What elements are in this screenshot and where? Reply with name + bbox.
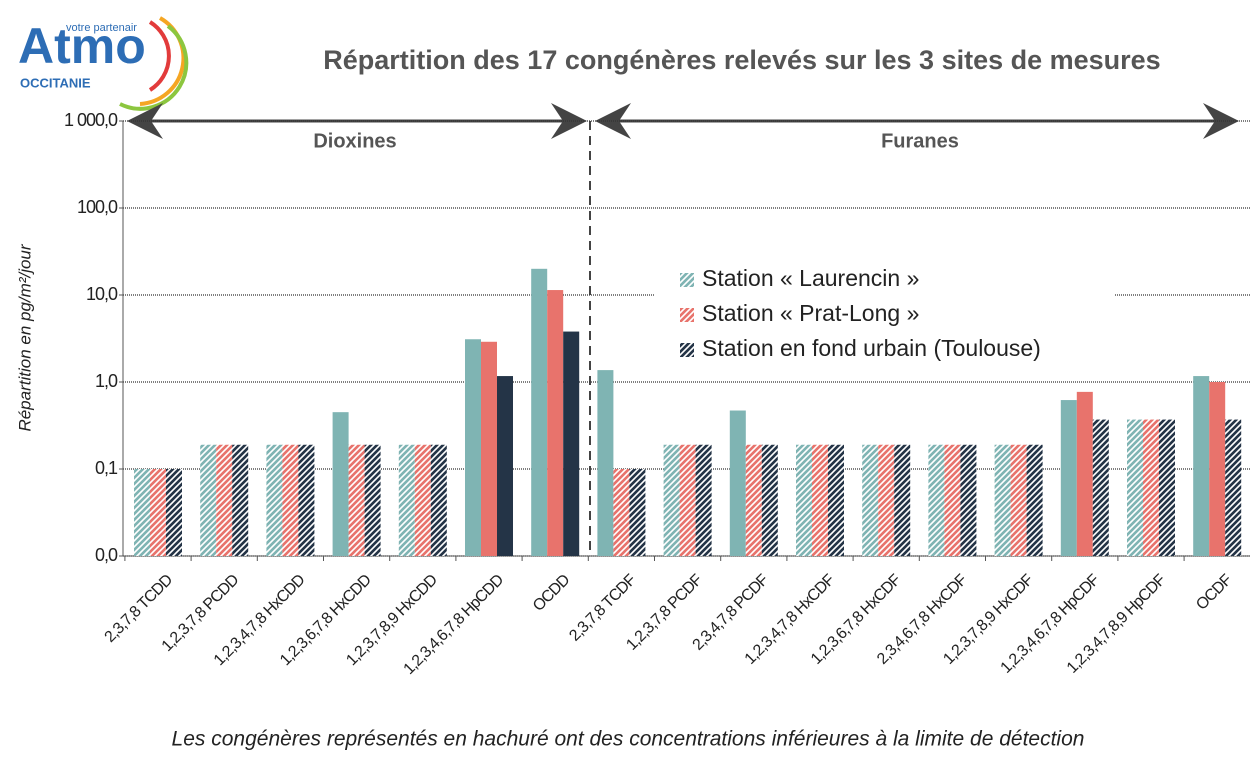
bar — [796, 444, 812, 556]
y-tick-label: 0,1 — [95, 458, 118, 478]
logo: Atmo votre partenair OCCITANIE — [18, 16, 189, 111]
bar — [398, 444, 415, 556]
x-tick-label: OCDF — [1193, 571, 1236, 614]
legend-label: Station « Prat-Long » — [702, 300, 919, 326]
bar — [563, 331, 580, 556]
y-axis-label: Répartition en pg/m²/jour — [15, 243, 34, 431]
bar — [663, 444, 680, 556]
legend-swatch — [680, 273, 694, 287]
logo-region: OCCITANIE — [20, 75, 91, 90]
bar — [862, 444, 879, 556]
bar — [348, 444, 365, 556]
bar — [894, 444, 911, 556]
bar — [828, 444, 844, 556]
legend-swatch — [680, 343, 694, 357]
x-tick-label: OCDD — [530, 572, 573, 615]
y-tick-label: 100,0 — [77, 197, 118, 217]
annotation: Furanes — [881, 130, 959, 152]
bar — [1209, 382, 1226, 556]
logo-name: Atmo — [18, 18, 146, 74]
bar — [150, 469, 166, 556]
x-tick-label: 2,3,7,8 TCDF — [566, 571, 640, 645]
legend-label: Station « Laurencin » — [702, 265, 919, 291]
x-tick-label: 2,3,7,8 TCDD — [102, 572, 176, 646]
bar — [200, 444, 217, 556]
bar — [531, 268, 548, 556]
legend-label: Station en fond urbain (Toulouse) — [702, 335, 1041, 361]
bar — [944, 444, 961, 556]
bar — [497, 376, 513, 556]
bar — [1225, 419, 1242, 556]
bar — [134, 469, 150, 556]
bar — [629, 469, 646, 556]
bar — [761, 444, 778, 556]
logo-tagline: votre partenair — [66, 22, 137, 34]
bar — [597, 370, 614, 556]
bar — [812, 444, 828, 556]
y-tick-label: 0,0 — [95, 545, 118, 565]
bar — [166, 469, 182, 556]
bar — [465, 339, 481, 556]
bar — [695, 444, 712, 556]
bar — [1076, 391, 1093, 556]
bar — [1010, 444, 1027, 556]
bar — [298, 444, 315, 556]
legend-background — [655, 262, 1115, 366]
bar — [1127, 419, 1143, 556]
bar — [729, 410, 746, 556]
bar — [481, 341, 497, 556]
bar — [1143, 419, 1159, 556]
bar — [430, 444, 447, 556]
bar — [613, 469, 630, 556]
bar — [960, 444, 977, 556]
y-tick-label: 1 000,0 — [64, 110, 118, 130]
annotation: Dioxines — [313, 130, 396, 152]
bar — [994, 444, 1011, 556]
bar — [1026, 444, 1043, 556]
bar — [928, 444, 945, 556]
bar — [282, 444, 299, 556]
bar — [547, 290, 564, 556]
y-tick-label: 10,0 — [86, 284, 118, 304]
bar — [1193, 376, 1210, 556]
logo-arc — [148, 20, 171, 92]
bar — [1060, 400, 1077, 556]
bar — [1159, 419, 1175, 556]
bar — [364, 444, 381, 556]
bar — [216, 444, 233, 556]
bar — [878, 444, 895, 556]
bar — [1092, 419, 1109, 556]
bar — [745, 444, 762, 556]
bar — [232, 444, 249, 556]
footnote: Les congénères représentés en hachuré on… — [172, 728, 1085, 751]
chart-title: Répartition des 17 congénères relevés su… — [323, 45, 1160, 75]
legend-swatch — [680, 308, 694, 322]
bar — [414, 444, 431, 556]
bar — [266, 444, 283, 556]
y-tick-label: 1,0 — [95, 371, 118, 391]
bar — [332, 412, 349, 556]
bar — [679, 444, 696, 556]
